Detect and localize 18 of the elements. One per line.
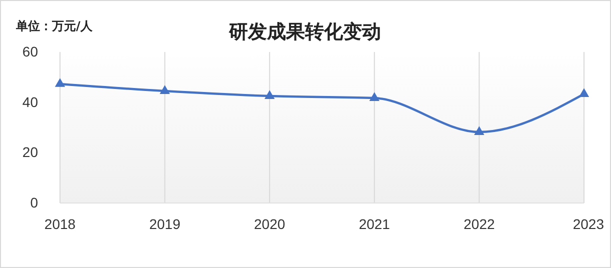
point <box>54 78 66 87</box>
x-tick-label: 2023 <box>572 216 604 232</box>
y-tick-label: 40 <box>22 94 38 110</box>
y-axis-title: 单位：万元/人 <box>15 19 94 33</box>
point <box>474 126 484 135</box>
point <box>578 88 590 97</box>
x-tick-label: 2021 <box>358 216 390 232</box>
point <box>369 92 380 101</box>
y-tick-label: 0 <box>30 194 38 210</box>
x-tick-label: 2018 <box>44 216 76 232</box>
x-tick-label: 2022 <box>464 216 495 232</box>
y-tick-label: 20 <box>22 144 38 160</box>
x-tick-label: 2019 <box>149 216 181 232</box>
chart-title: 研发成果转化变动 <box>228 21 381 43</box>
x-tick-label: 2020 <box>254 216 286 232</box>
point <box>264 90 275 99</box>
y-tick-label: 60 <box>22 43 38 60</box>
point <box>160 85 170 94</box>
